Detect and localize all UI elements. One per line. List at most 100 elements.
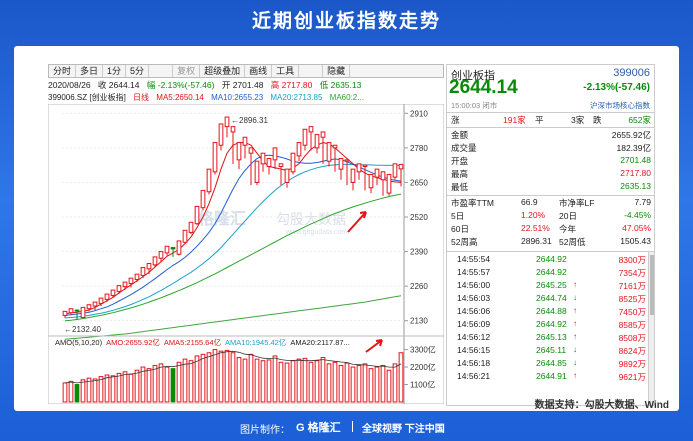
high-label: 最高: [451, 169, 469, 179]
20d-value: -4.45%: [624, 210, 651, 220]
bar-info-line: 2020/08/26 收 2644.14 幅 -2.13%(-57.46) 开 …: [48, 79, 444, 91]
amount-value: 2655.92亿: [611, 130, 651, 140]
candle-body: [194, 205, 200, 225]
tick-row: 14:55:54 2644.92 8300万: [447, 254, 654, 266]
candle-body: [266, 158, 272, 167]
toolbar-item-10[interactable]: 隐藏: [323, 65, 351, 77]
toolbar-item-4[interactable]: [149, 65, 174, 77]
tick-volume: 8300万: [618, 255, 646, 265]
toolbar-item-9[interactable]: [299, 65, 324, 77]
52w-low-label: 52周低: [559, 237, 586, 247]
volume-bar: [164, 366, 170, 403]
candle-body: [182, 229, 188, 243]
candle-body: [200, 189, 206, 209]
tick-price: 2644.85: [536, 358, 567, 368]
5d-value: 1.20%: [521, 210, 546, 220]
volume-bar: [272, 355, 278, 403]
footer-label: 图片制作：: [240, 425, 290, 436]
ytd-value: 47.05%: [622, 223, 651, 233]
volume-row: 成交量 182.39亿: [451, 142, 651, 154]
amount-label: 金额: [451, 130, 469, 140]
watermark-data: 勾股大数据: [276, 211, 346, 227]
volume-info-ama10: AMA10:1945.42亿: [225, 337, 287, 347]
y-tick-label: 2910: [410, 109, 428, 118]
y-tick-label: 2130: [410, 317, 428, 326]
price-change: -2.13%(-57.46): [583, 82, 650, 93]
tick-scrollbar[interactable]: [648, 252, 654, 405]
bar-high: 高 2717.80: [270, 80, 313, 90]
page-title: 近期创业板指数走势: [251, 11, 441, 32]
volume-bar: [284, 362, 290, 403]
candle-body: [146, 263, 152, 270]
toolbar-item-1[interactable]: 多日: [76, 65, 104, 77]
last-price: 2644.14: [449, 77, 518, 98]
tick-time: 14:56:03: [457, 293, 491, 303]
volume-bar: [86, 377, 92, 403]
brand-logo: G 格隆汇: [296, 422, 341, 434]
candle-body: [248, 147, 254, 154]
bar-close: 收 2644.14: [97, 80, 140, 90]
flat-count: 3家: [571, 115, 585, 125]
tick-volume: 8525万: [618, 294, 646, 304]
volume-bar: [374, 366, 380, 403]
toolbar-item-8[interactable]: 工具: [272, 65, 300, 77]
up-arrow-icon: ↑: [573, 306, 577, 315]
candle-body: [128, 277, 134, 284]
high-annotation: ←2896.31: [231, 116, 268, 125]
amount-row: 金额 2655.92亿: [451, 129, 651, 141]
volume-bar: [206, 352, 212, 403]
y-tick-label: 2650: [410, 178, 428, 187]
tick-volume: 9892万: [618, 359, 646, 369]
toolbar-item-7[interactable]: 画线: [245, 65, 273, 77]
highlight-arrow-icon: [347, 211, 367, 233]
stats-row-pe: 市盈率TTM 66.9 市净率LF 7.79: [451, 197, 651, 209]
candle-body: [344, 159, 350, 162]
candlestick-chart[interactable]: 格隆汇 勾股大数据 www.gogudata.com 2910 2780 2650 2520…: [48, 104, 444, 404]
candle-body: [254, 160, 260, 183]
candle-body: [188, 221, 194, 233]
candle-body: [98, 297, 104, 304]
candle-body: [176, 240, 182, 255]
volume-bar: [260, 360, 266, 403]
candle-body: [158, 251, 164, 259]
ma60-line: [64, 193, 402, 322]
down-label: 跌: [593, 115, 602, 125]
tick-list[interactable]: 14:55:54 2644.92 8300万 14:55:57 2644.92 7354万…: [447, 251, 654, 405]
ma5-value: MA5:2650.14: [156, 93, 204, 102]
tick-row: 14:56:12 2645.13 ↑ 8508万: [447, 332, 654, 344]
toolbar-item-0[interactable]: 分时: [49, 65, 77, 77]
volume-bar: [176, 361, 182, 403]
candle-body: [272, 147, 278, 161]
tick-time: 14:56:12: [457, 332, 491, 342]
bar-change: 幅 -2.13%(-57.46): [146, 80, 215, 90]
toolbar-item-2[interactable]: 1分: [103, 65, 127, 77]
volume-bar: [212, 349, 218, 403]
volume-bar: [350, 366, 356, 403]
toolbar-item-5[interactable]: 复权: [173, 65, 201, 77]
volume-bar: [314, 360, 320, 403]
tick-row: 14:56:15 2645.11 ↓ 8624万: [447, 345, 654, 357]
volume-bar: [200, 353, 206, 403]
breadth-row: 涨 191家 平 3家 跌 652家: [451, 114, 651, 126]
candle-body: [278, 163, 284, 167]
volume-bar: [170, 368, 176, 403]
volume-value: 182.39亿: [616, 143, 652, 153]
candle-body: [80, 306, 86, 318]
volume-bar: [116, 372, 122, 403]
volume-info-ama20: AMA20:2117.87...: [290, 338, 349, 347]
high-value: 2717.80: [620, 168, 651, 178]
volume-bar: [62, 382, 68, 403]
low-label: 最低: [451, 182, 469, 192]
60d-value: 22.51%: [521, 223, 550, 233]
volume-bar: [68, 380, 74, 403]
index-code-right: 399006: [613, 67, 650, 79]
footer: 图片制作： G 格隆汇 全球视野 下注中国: [0, 418, 693, 436]
toolbar-item-6[interactable]: 超级叠加: [200, 65, 246, 77]
ma60-value: MA60:2...: [329, 93, 364, 102]
candle-body: [110, 289, 116, 296]
volume-bar: [242, 358, 248, 403]
period-label[interactable]: 日线: [133, 93, 150, 102]
candle-body: [92, 301, 98, 307]
toolbar-item-3[interactable]: 5分: [126, 65, 150, 77]
market-hint-link[interactable]: 沪深市场核心指数: [590, 101, 650, 110]
